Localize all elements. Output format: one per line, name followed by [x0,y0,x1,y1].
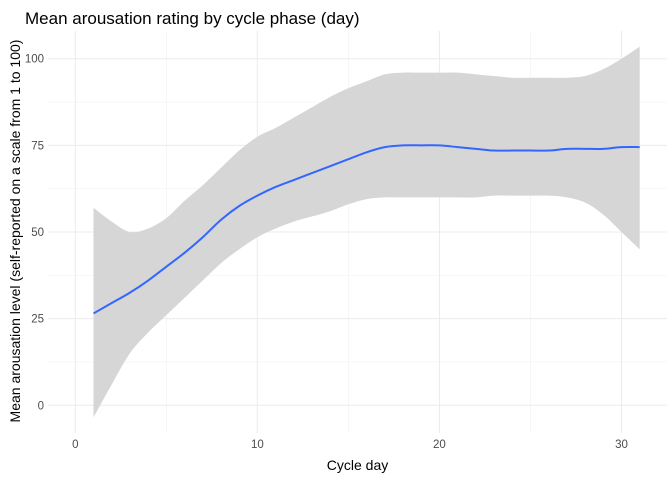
x-tick-label: 10 [251,439,264,451]
chart-title: Mean arousation rating by cycle phase (d… [25,9,360,28]
confidence-ribbon [93,46,640,418]
y-tick-label: 25 [31,314,44,326]
x-tick-label: 0 [72,439,78,451]
x-tick-label: 30 [615,439,628,451]
y-tick-label: 50 [31,227,44,239]
smoothed-line [93,144,640,315]
y-tick-label: 100 [25,54,44,66]
x-axis-title: Cycle day [327,457,388,473]
x-axis-ticks: 0 10 20 30 [72,439,628,451]
x-tick-label: 20 [433,439,446,451]
y-axis-title: Mean arousation level (self-reported on … [7,40,23,423]
y-axis-ticks: 0 25 50 75 100 [25,54,44,413]
y-tick-label: 0 [38,400,44,412]
y-tick-label: 75 [31,140,44,152]
